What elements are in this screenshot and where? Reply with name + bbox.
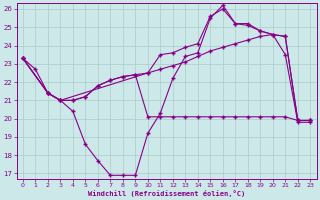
X-axis label: Windchill (Refroidissement éolien,°C): Windchill (Refroidissement éolien,°C) — [88, 190, 245, 197]
